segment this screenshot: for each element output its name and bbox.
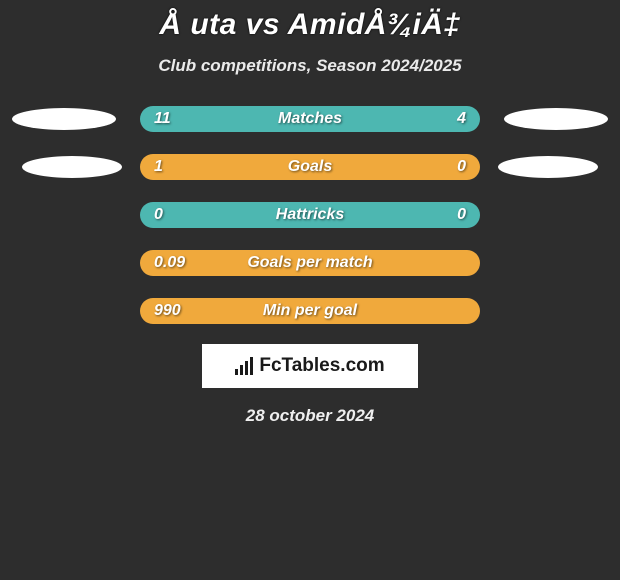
stat-row: 11 Matches 4 [0, 104, 620, 134]
stat-value-right: 0 [457, 158, 466, 176]
stat-value-left: 11 [154, 110, 171, 128]
stat-value-left: 1 [154, 158, 163, 176]
player-left-marker [12, 108, 116, 130]
stat-row: 0.09 Goals per match [0, 248, 620, 278]
player-left-marker [22, 156, 122, 178]
chart-bars-icon [235, 357, 253, 375]
stat-label: Goals per match [247, 254, 372, 272]
comparison-widget: Å uta vs AmidÅ¾iÄ‡ Club competitions, Se… [0, 0, 620, 426]
stat-row: 990 Min per goal [0, 296, 620, 326]
stat-value-left: 990 [154, 302, 181, 320]
snapshot-date: 28 october 2024 [0, 406, 620, 426]
stat-bar: 990 Min per goal [140, 298, 480, 324]
brand-name: FcTables.com [259, 355, 384, 377]
stat-label: Hattricks [276, 206, 344, 224]
stat-bar-right-segment [388, 106, 480, 132]
stat-bar-left-segment [140, 106, 388, 132]
stat-label: Min per goal [263, 302, 357, 320]
stat-bar-left-segment [140, 154, 405, 180]
stats-area: 11 Matches 4 1 Goals 0 0 Hattricks 0 0.09 Goals pe… [0, 104, 620, 326]
page-subtitle: Club competitions, Season 2024/2025 [0, 56, 620, 76]
stat-value-left: 0 [154, 206, 163, 224]
stat-value-right: 0 [457, 206, 466, 224]
stat-bar: 0 Hattricks 0 [140, 202, 480, 228]
stat-value-left: 0.09 [154, 254, 185, 272]
stat-label: Goals [288, 158, 332, 176]
stat-value-right: 4 [457, 110, 466, 128]
page-title: Å uta vs AmidÅ¾iÄ‡ [0, 8, 620, 42]
stat-bar: 1 Goals 0 [140, 154, 480, 180]
stat-bar: 0.09 Goals per match [140, 250, 480, 276]
stat-row: 1 Goals 0 [0, 152, 620, 182]
player-right-marker [498, 156, 598, 178]
stat-bar: 11 Matches 4 [140, 106, 480, 132]
brand-logo[interactable]: FcTables.com [202, 344, 418, 388]
stat-bar-right-segment [405, 154, 480, 180]
stat-row: 0 Hattricks 0 [0, 200, 620, 230]
stat-label: Matches [278, 110, 342, 128]
player-right-marker [504, 108, 608, 130]
